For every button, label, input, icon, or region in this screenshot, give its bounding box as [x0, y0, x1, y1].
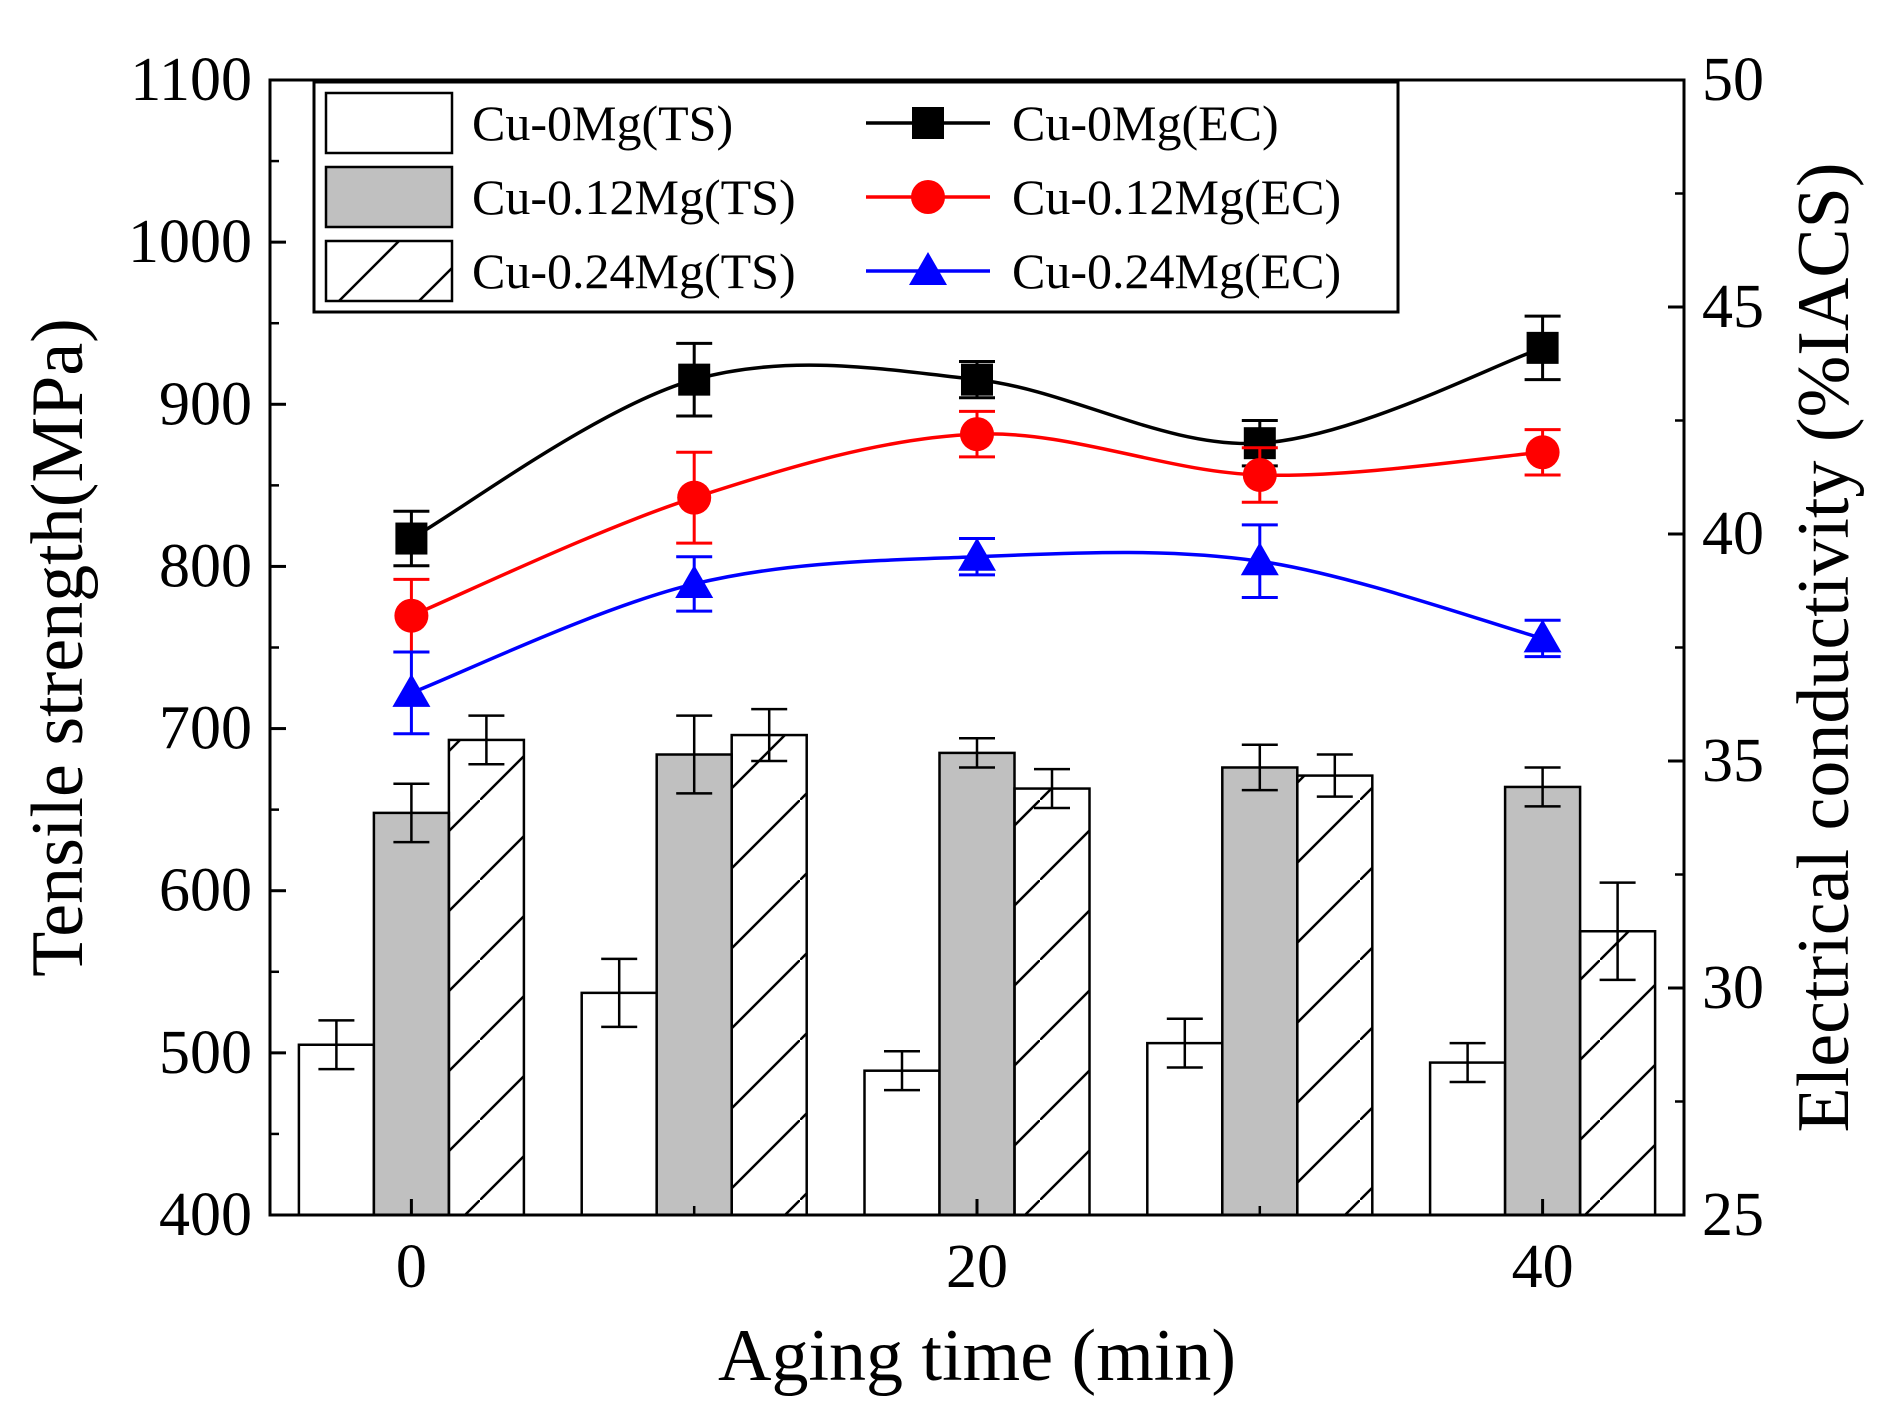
bar-cu-0-12mg-ts-4: [1503, 785, 1582, 1217]
y-right-tick-label: 50: [1702, 46, 1764, 114]
bar-cu-0-24mg-ts-0: [447, 738, 526, 1217]
bar-error-cu-0mg-ts-1: [601, 957, 638, 1029]
legend-label: Cu-0Mg(TS): [472, 95, 733, 151]
legend-swatch-1: [324, 165, 454, 229]
legend-label: Cu-0.24Mg(TS): [472, 243, 796, 299]
bar-error-cu-0mg-ts-4: [1449, 1041, 1486, 1084]
y-left-tick-label: 700: [159, 695, 252, 763]
legend-label: Cu-0.12Mg(TS): [472, 169, 796, 225]
y-left-tick-label: 800: [159, 532, 252, 600]
y-left-tick-label: 1000: [128, 208, 252, 276]
bar-cu-0-12mg-ts-3: [1221, 766, 1299, 1217]
bar-error-cu-0mg-ts-3: [1166, 1017, 1203, 1069]
point-cu-0-12mg-ec-3: [1242, 457, 1277, 492]
bar-error-cu-0-24mg-ts-1: [751, 707, 788, 763]
bar-error-cu-0-24mg-ts-4: [1599, 881, 1636, 982]
legend-label: Cu-0.24Mg(EC): [1012, 243, 1341, 299]
x-axis-title: Aging time (min): [718, 1315, 1236, 1397]
bar-error-cu-0-12mg-ts-1: [676, 714, 713, 795]
legend-marker-0: [912, 107, 944, 139]
x-tick-label: 40: [1512, 1233, 1574, 1301]
point-cu-0-24mg-ec-4: [1523, 619, 1562, 653]
bar-error-cu-0-24mg-ts-3: [1316, 753, 1353, 798]
legend-swatch-0: [324, 91, 454, 155]
point-cu-0-12mg-ec-1: [677, 480, 712, 515]
bar-error-cu-0-12mg-ts-0: [393, 782, 430, 844]
y-left-tick-label: 600: [159, 857, 252, 925]
bar-error-cu-0-12mg-ts-3: [1241, 743, 1278, 792]
bar-error-cu-0mg-ts-2: [884, 1049, 920, 1092]
bar-cu-0mg-ts-0: [297, 1043, 376, 1217]
bar-error-cu-0-24mg-ts-0: [468, 714, 505, 766]
lines-layer: [392, 314, 1562, 736]
point-cu-0-12mg-ec-2: [960, 417, 994, 452]
bar-cu-0-24mg-ts-3: [1296, 774, 1374, 1217]
bars-layer: [297, 707, 1657, 1217]
bar-cu-0mg-ts-4: [1428, 1061, 1507, 1217]
y-right-tick-label: 30: [1702, 954, 1764, 1022]
point-cu-0mg-ec-1: [678, 363, 711, 396]
legend-marker-1: [911, 180, 945, 214]
legend-box: [312, 80, 1400, 314]
point-cu-0-12mg-ec-4: [1525, 435, 1560, 470]
legend-label: Cu-0Mg(EC): [1012, 95, 1279, 151]
point-cu-0-12mg-ec-0: [394, 598, 429, 633]
point-cu-0-24mg-ec-0: [392, 673, 431, 707]
y-right-tick-label: 40: [1702, 500, 1764, 568]
point-cu-0-24mg-ec-2: [958, 537, 996, 571]
bar-error-cu-0-12mg-ts-2: [959, 737, 995, 769]
point-cu-0-24mg-ec-1: [675, 564, 714, 598]
y-left-tick-label: 1100: [130, 46, 252, 114]
point-cu-0mg-ec-2: [961, 363, 993, 396]
y-right-tick-label: 45: [1702, 273, 1764, 341]
point-cu-0-24mg-ec-3: [1240, 542, 1279, 576]
y-left-tick-label: 500: [159, 1019, 252, 1087]
plot-area: [268, 78, 1686, 1217]
bar-cu-0-12mg-ts-2: [938, 751, 1016, 1217]
y-left-tick-label: 400: [159, 1181, 252, 1249]
bar-cu-0-24mg-ts-1: [730, 733, 808, 1217]
y-right-tick-label: 25: [1702, 1181, 1764, 1249]
y-left-tick-label: 900: [159, 370, 252, 438]
bar-cu-0-12mg-ts-1: [655, 753, 733, 1217]
bar-error-cu-0-12mg-ts-4: [1524, 766, 1561, 808]
bar-cu-0mg-ts-2: [863, 1069, 941, 1217]
legend-marker-2: [909, 252, 947, 285]
bar-cu-0mg-ts-3: [1146, 1041, 1224, 1217]
x-tick-label: 0: [396, 1233, 427, 1301]
y-axis-right-title: Electrical conductivity (%IACS): [1783, 163, 1865, 1133]
bar-error-cu-0mg-ts-0: [318, 1019, 355, 1071]
bar-cu-0-12mg-ts-0: [372, 811, 451, 1217]
y-axis-left-title: Tensile strength(MPa): [17, 318, 99, 977]
point-cu-0mg-ec-0: [395, 522, 428, 555]
bar-cu-0-24mg-ts-2: [1013, 787, 1091, 1217]
bar-error-cu-0-24mg-ts-2: [1034, 767, 1070, 810]
point-cu-0mg-ec-4: [1526, 331, 1559, 364]
y-right-tick-label: 35: [1702, 727, 1764, 795]
legend-label: Cu-0.12Mg(EC): [1012, 169, 1341, 225]
x-tick-label: 20: [946, 1233, 1008, 1301]
legend-swatch-2: [324, 239, 454, 303]
legend: Cu-0Mg(TS) Cu-0.12Mg(TS) Cu-0.24Mg(TS) Cu-0…: [312, 80, 1400, 314]
